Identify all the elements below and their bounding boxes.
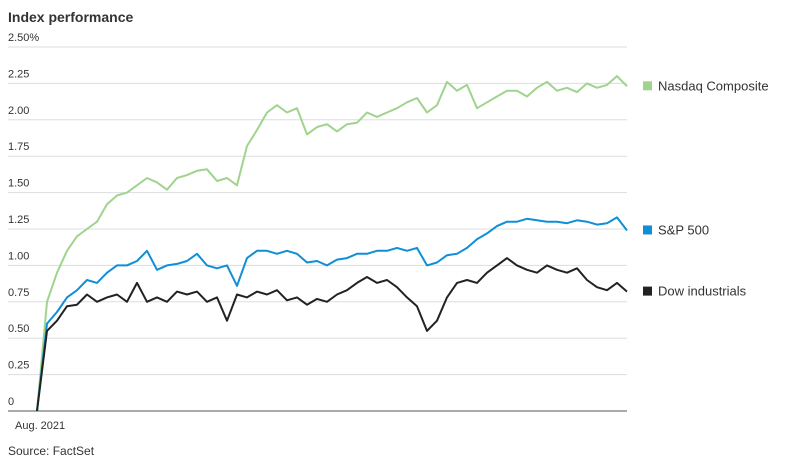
y-tick-label: 0.50 <box>8 323 29 335</box>
y-tick-label: 0.25 <box>8 360 29 372</box>
y-tick-label: 1.00 <box>8 250 29 262</box>
source: Source: FactSet <box>8 444 95 458</box>
y-tick-label: 1.75 <box>8 141 29 153</box>
legend-swatch <box>643 81 652 91</box>
y-tick-label: 1.25 <box>8 214 29 226</box>
legend-swatch <box>643 225 652 235</box>
y-tick-label: 2.25 <box>8 68 29 80</box>
legend-label: Nasdaq Composite <box>658 78 769 93</box>
y-tick-label: 2.50% <box>8 32 39 44</box>
chart-title: Index performance <box>8 9 133 25</box>
legend-label: Dow industrials <box>658 284 747 299</box>
legend-swatch <box>643 286 652 296</box>
y-tick-label: 1.50 <box>8 178 29 190</box>
legend-label: S&P 500 <box>658 222 709 237</box>
series-line <box>36 257 628 412</box>
y-tick-label: 0.75 <box>8 287 29 299</box>
series-line <box>36 75 628 412</box>
y-tick-label: 2.00 <box>8 105 29 117</box>
series-line <box>36 216 628 412</box>
x-tick-label: Aug. 2021 <box>15 420 65 432</box>
y-tick-label: 0 <box>8 396 14 408</box>
